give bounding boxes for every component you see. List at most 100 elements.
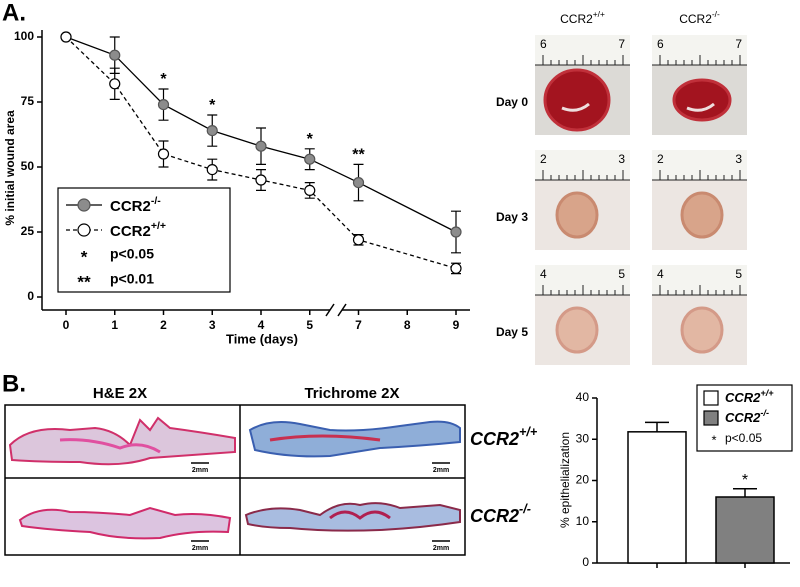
y-axis-label: % epithelialization bbox=[558, 432, 572, 528]
ruler-number: 4 bbox=[540, 267, 547, 281]
error-bar bbox=[645, 421, 669, 432]
scale-bar-label: 2mm bbox=[192, 545, 208, 552]
histology-images bbox=[4, 404, 466, 556]
wound-highlight bbox=[561, 102, 590, 112]
wound bbox=[543, 68, 611, 132]
row-label: Day 5 bbox=[496, 325, 528, 339]
data-point bbox=[304, 153, 316, 165]
x-tick-label: 0 bbox=[63, 318, 70, 332]
label-sup: -/- bbox=[712, 9, 720, 19]
legend-symbol: * bbox=[81, 247, 88, 266]
ruler-number: 7 bbox=[735, 37, 742, 51]
label-sup: -/- bbox=[519, 502, 531, 516]
bar bbox=[627, 431, 687, 564]
legend-label: CCR2+/+ bbox=[110, 220, 166, 240]
data-point bbox=[109, 78, 121, 90]
row-label: Day 3 bbox=[496, 210, 528, 224]
legend-swatch bbox=[703, 410, 719, 426]
wound bbox=[672, 78, 732, 122]
data-point bbox=[352, 234, 365, 246]
legend-label: p<0.05 bbox=[725, 431, 762, 445]
label-sup: -/- bbox=[151, 195, 161, 207]
series-line bbox=[65, 36, 457, 233]
y-tick-label: 75 bbox=[21, 94, 35, 108]
label-sup: -/- bbox=[760, 408, 769, 418]
y-tick-label: 100 bbox=[14, 29, 34, 43]
legend-label: CCR2+/+ bbox=[725, 388, 774, 405]
x-tick-label: 2 bbox=[160, 318, 167, 332]
data-point bbox=[109, 49, 121, 61]
label-base: CCR2 bbox=[725, 390, 761, 405]
label-base: CCR2 bbox=[110, 223, 151, 240]
ruler-number: 5 bbox=[735, 267, 742, 281]
significance-mark: * bbox=[307, 131, 314, 148]
y-tick-label: 0 bbox=[27, 289, 34, 303]
data-point bbox=[157, 98, 170, 111]
y-axis-label: % initial wound area bbox=[3, 110, 17, 226]
x-tick-label: 5 bbox=[306, 318, 313, 332]
y-tick-label: 50 bbox=[21, 159, 35, 173]
ruler-number: 3 bbox=[735, 152, 742, 166]
significance-mark: * bbox=[742, 472, 748, 489]
ruler-number: 2 bbox=[657, 152, 664, 166]
x-tick-label: 7 bbox=[355, 318, 362, 332]
data-point bbox=[255, 140, 267, 152]
label-base: CCR2 bbox=[560, 12, 593, 26]
legend-swatch bbox=[703, 390, 719, 406]
label-base: CCR2 bbox=[725, 410, 761, 425]
y-tick-label: 40 bbox=[576, 390, 590, 404]
legend-label: p<0.01 bbox=[110, 271, 154, 287]
legend-symbol: * bbox=[711, 432, 716, 447]
column-header: CCR2-/- bbox=[679, 9, 720, 26]
axis-break bbox=[337, 303, 347, 317]
error-bar bbox=[733, 488, 757, 497]
legend-label: CCR2-/- bbox=[725, 408, 769, 425]
row-label: Day 0 bbox=[496, 95, 528, 109]
x-tick-label: 4 bbox=[258, 318, 265, 332]
data-point bbox=[304, 184, 316, 196]
bar bbox=[715, 496, 775, 564]
wound bbox=[555, 306, 599, 354]
y-tick-label: 25 bbox=[21, 224, 35, 238]
wound-highlight bbox=[686, 102, 715, 112]
panel-label: A. bbox=[2, 0, 26, 26]
ruler-number: 6 bbox=[540, 37, 547, 51]
wound bbox=[680, 306, 724, 354]
ruler-number: 5 bbox=[618, 267, 625, 281]
label-base: CCR2 bbox=[110, 198, 151, 215]
data-point bbox=[450, 226, 462, 238]
column-header: Trichrome 2X bbox=[304, 385, 399, 402]
data-point bbox=[206, 125, 218, 137]
column-header: H&E 2X bbox=[93, 385, 147, 402]
ruler-number: 7 bbox=[618, 37, 625, 51]
x-tick-label: 1 bbox=[111, 318, 118, 332]
significance-mark: * bbox=[160, 71, 167, 88]
data-point bbox=[450, 262, 462, 274]
x-tick-label: 9 bbox=[453, 318, 460, 332]
legend-label: p<0.05 bbox=[110, 246, 154, 262]
data-point bbox=[60, 31, 72, 43]
legend-symbol: ** bbox=[77, 272, 91, 291]
label-base: CCR2 bbox=[679, 12, 712, 26]
label-sup: +/+ bbox=[593, 9, 605, 19]
scale-bar-label: 2mm bbox=[192, 467, 208, 474]
data-point bbox=[206, 164, 218, 176]
significance-mark: * bbox=[209, 97, 216, 114]
y-tick-label: 30 bbox=[576, 431, 590, 445]
ruler-number: 4 bbox=[657, 267, 664, 281]
ruler-number: 6 bbox=[657, 37, 664, 51]
label-base: CCR2 bbox=[470, 429, 519, 449]
x-tick-label: 8 bbox=[404, 318, 411, 332]
y-tick-label: 0 bbox=[582, 555, 589, 569]
label-base: CCR2 bbox=[470, 506, 519, 526]
column-header: CCR2+/+ bbox=[560, 9, 605, 26]
ruler-number: 3 bbox=[618, 152, 625, 166]
scale-bar-label: 2mm bbox=[433, 467, 449, 474]
wound bbox=[555, 191, 599, 239]
panel-label: B. bbox=[2, 370, 26, 397]
legend-label: CCR2-/- bbox=[110, 195, 161, 215]
data-point bbox=[157, 148, 170, 160]
axis-break bbox=[325, 303, 335, 317]
y-tick-label: 10 bbox=[576, 514, 590, 528]
